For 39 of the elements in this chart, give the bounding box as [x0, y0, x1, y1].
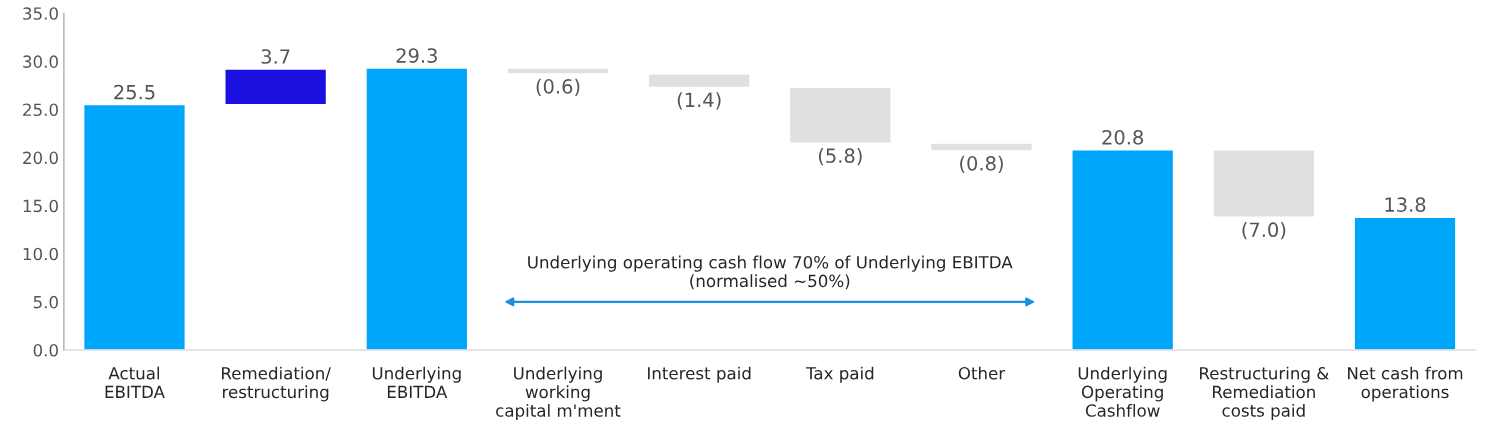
x-tick-label: Remediation/ restructuring	[222, 366, 331, 402]
bar	[1353, 216, 1457, 350]
x-tick-label: Actual EBITDA	[105, 366, 165, 398]
data-label: (1.4)	[677, 92, 721, 110]
bar	[506, 67, 610, 75]
y-tick-label: 0.0	[33, 343, 58, 357]
y-tick-label: 20.0	[23, 151, 58, 165]
data-label: 25.5	[114, 84, 155, 100]
bar	[82, 103, 186, 350]
bar	[224, 68, 328, 106]
x-tick-label: Underlying Operating Cashflow	[1078, 366, 1167, 417]
x-tick-label: Underlying working capital m'ment	[496, 366, 621, 421]
y-tick-label: 35.0	[23, 7, 58, 20]
x-tick-label: Interest paid	[648, 366, 751, 383]
y-tick-label: 5.0	[33, 295, 58, 309]
data-label: 13.8	[1385, 197, 1426, 213]
x-tick-label: Net cash from operations	[1348, 366, 1463, 402]
bar	[1071, 149, 1175, 350]
data-label: (5.8)	[818, 147, 862, 166]
x-tick-label: Restructuring & Remediation costs paid	[1200, 366, 1329, 421]
bar	[365, 67, 469, 350]
data-label: (7.0)	[1242, 222, 1286, 240]
x-tick-label: Tax paid	[805, 366, 874, 383]
data-label: (0.6)	[536, 78, 580, 97]
bar	[647, 73, 751, 89]
y-tick-label: 30.0	[23, 55, 58, 68]
data-label: 20.8	[1102, 129, 1143, 145]
annotation: Underlying operating cash flow 70% of Underlying EBITDA (normalised ~50%)	[528, 255, 1013, 290]
y-tick-label: 15.0	[23, 199, 58, 213]
bar	[1212, 149, 1316, 218]
bar	[929, 142, 1034, 152]
bar	[788, 86, 892, 144]
data-label: 3.7	[261, 49, 290, 64]
data-label: (0.8)	[960, 155, 1003, 173]
x-tick-label: Underlying EBITDA	[372, 366, 461, 398]
y-tick-label: 10.0	[23, 247, 58, 261]
data-label: 29.3	[396, 48, 437, 63]
x-tick-label: Other	[958, 366, 1006, 380]
y-tick-label: 25.0	[23, 103, 58, 117]
